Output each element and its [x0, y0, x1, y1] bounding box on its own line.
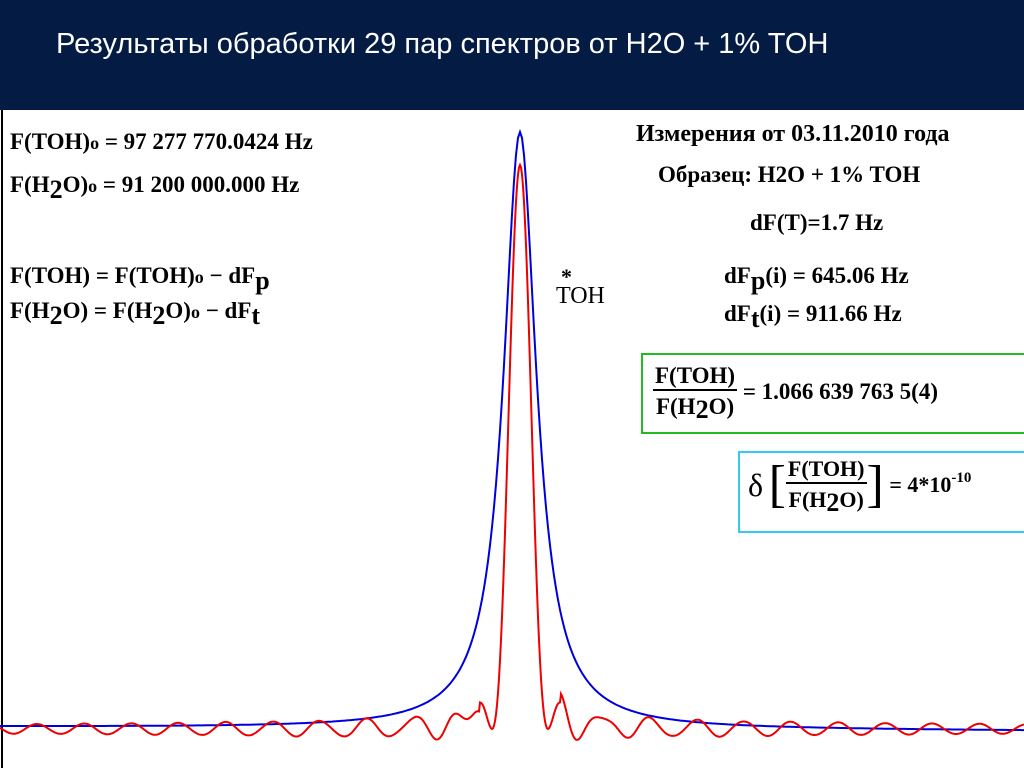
slide-header: Результаты обработки 29 пар спектров от …: [0, 0, 1024, 110]
delta-value: = 4*10-10: [889, 470, 972, 497]
oscillating-curve: [0, 162, 1024, 741]
sample-description: Образец: H2O + 1% TOH: [658, 162, 921, 187]
delta-result-box: δ [ F(TOH) F(H2O) ] = 4*10-10: [738, 451, 1024, 533]
df-p-value: dFp(i) = 645.06 Hz: [724, 263, 909, 295]
peak-label: TOH: [556, 283, 605, 309]
df-t-value: dF(T)=1.7 Hz: [750, 210, 884, 235]
delta-expression: δ [ F(TOH) F(H2O) ] = 4*10-10: [748, 456, 972, 517]
df-t-i-value: dFt(i) = 911.66 Hz: [724, 301, 902, 333]
equation-toh-reference: F(TOH)o = 97 277 770.0424 Hz: [10, 129, 313, 154]
right-bracket-icon: ]: [866, 456, 884, 513]
spectrum-plot: [0, 110, 1024, 768]
left-bracket-icon: [: [768, 456, 786, 513]
delta-fraction: F(TOH) F(H2O): [785, 456, 867, 517]
equation-h2o-reference: F(H2O)o = 91 200 000.000 Hz: [10, 172, 300, 204]
slide-title: Результаты обработки 29 пар спектров от …: [56, 28, 829, 60]
equation-h2o-shift: F(H2O) = F(H2O)o − dFt: [10, 298, 261, 330]
measurement-date: Измерения от 03.11.2010 года: [636, 121, 950, 147]
ratio-expression: F(TOH) F(H2O) = 1.066 639 763 5(4): [653, 363, 939, 424]
delta-symbol: δ: [748, 467, 764, 503]
ratio-value: = 1.066 639 763 5(4): [742, 379, 939, 404]
equation-toh-shift: F(TOH) = F(TOH)o − dFp: [10, 263, 270, 295]
ratio-fraction: F(TOH) F(H2O): [653, 363, 738, 424]
ratio-result-box: F(TOH) F(H2O) = 1.066 639 763 5(4): [641, 353, 1024, 434]
peak-label-star: *: [561, 264, 572, 289]
